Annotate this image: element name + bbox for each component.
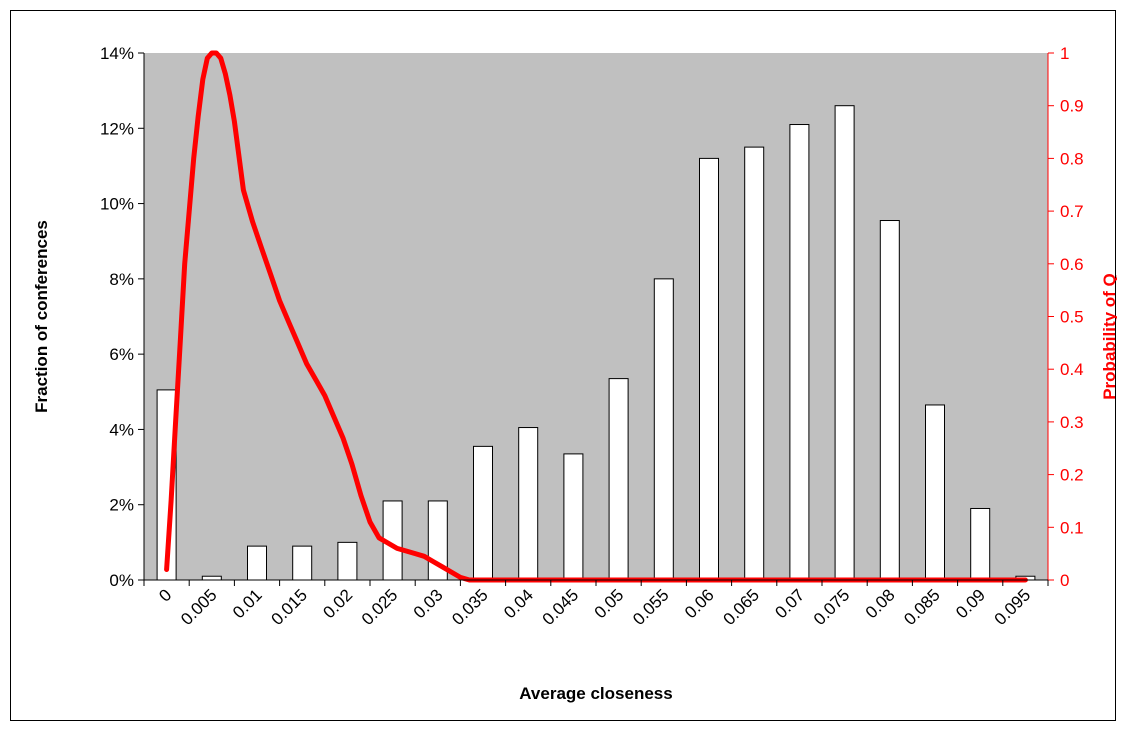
x-tick-label: 0.01 xyxy=(229,585,266,622)
right-tick-label: 0.3 xyxy=(1060,413,1084,432)
x-tick-label: 0.08 xyxy=(862,585,899,622)
x-tick-label: 0.005 xyxy=(177,585,221,629)
left-tick-label: 4% xyxy=(109,420,134,439)
bar-0.05 xyxy=(608,378,629,581)
x-ticks: 0 0.005 0.01 0.015 0.02 0.025 0.03 0.035 0.04 0.0… xyxy=(143,580,1049,629)
bar-0.005 xyxy=(201,575,222,581)
left-tick-label: 8% xyxy=(109,270,134,289)
x-tick-label: 0.06 xyxy=(681,585,718,622)
bar-0.075 xyxy=(834,105,855,581)
right-tick-label: 0.9 xyxy=(1060,97,1084,116)
left-tick-label: 12% xyxy=(100,119,134,138)
right-tick-label: 1 xyxy=(1060,44,1069,63)
right-tick-label: 0.1 xyxy=(1060,518,1084,537)
bar-0.06 xyxy=(699,157,719,581)
bar-0.02 xyxy=(337,541,358,581)
bar-0.04 xyxy=(518,427,539,581)
right-tick-label: 0.8 xyxy=(1060,149,1084,168)
x-tick-label: 0 xyxy=(155,585,175,605)
x-axis-title: Average closeness xyxy=(519,684,672,703)
x-tick-label: 0.04 xyxy=(500,585,537,622)
bar-0.015 xyxy=(292,545,313,581)
x-tick-label: 0.05 xyxy=(591,585,628,622)
left-tick-label: 2% xyxy=(109,496,134,515)
left-tick-label: 10% xyxy=(100,195,134,214)
y-axis-title: Fraction of conferences xyxy=(32,220,51,413)
right-tick-label: 0.6 xyxy=(1060,255,1084,274)
bar-0.085 xyxy=(925,404,945,581)
bar-0.09 xyxy=(970,507,991,581)
bar-0.055 xyxy=(653,278,674,581)
x-tick-label: 0.065 xyxy=(720,585,764,629)
x-tick-label: 0.035 xyxy=(448,585,492,629)
x-tick-label: 0.025 xyxy=(358,585,402,629)
bar-0.01 xyxy=(247,545,267,581)
left-ticks: 0% 2% 4% 6% 8% 10% 12% 14% xyxy=(100,44,144,590)
bar-0.07 xyxy=(789,124,810,581)
right-tick-label: 0.2 xyxy=(1060,466,1084,485)
left-tick-label: 6% xyxy=(109,345,134,364)
left-tick-label: 14% xyxy=(100,44,134,63)
x-tick-label: 0.045 xyxy=(539,585,583,629)
x-tick-label: 0.055 xyxy=(629,585,673,629)
right-ticks: 0 0.1 0.2 0.3 0.4 0.5 0.6 0.7 0.8 0.9 1 xyxy=(1048,44,1084,590)
x-tick-label: 0.03 xyxy=(410,585,447,622)
chart-frame: 0% 2% 4% 6% 8% 10% 12% 14% 0 0.1 0.2 0.3 0.4 0.5 0.6 0… xyxy=(10,10,1119,721)
x-tick-label: 0.015 xyxy=(268,585,312,629)
right-tick-label: 0.7 xyxy=(1060,202,1084,221)
chart: 0%2%4%6%8%10%12%14% 00.10.20.30.40.50.60… xyxy=(32,44,1119,703)
left-tick-label: 0% xyxy=(109,571,134,590)
bar-0.045 xyxy=(563,453,584,581)
y2-axis-title: Probability of Q xyxy=(1100,273,1117,400)
x-tick-label: 0.02 xyxy=(319,585,356,622)
bar-0.035 xyxy=(473,445,493,581)
x-tick-label: 0.07 xyxy=(771,585,808,622)
right-tick-label: 0 xyxy=(1060,571,1069,590)
plot-area xyxy=(144,53,1048,580)
bar-0.08 xyxy=(879,220,900,581)
bars-group xyxy=(156,105,1036,581)
bar-0.065 xyxy=(744,146,765,581)
right-tick-label: 0.5 xyxy=(1060,308,1084,327)
x-tick-label: 0.09 xyxy=(952,585,989,622)
right-tick-label: 0.4 xyxy=(1060,360,1084,379)
x-tick-label: 0.075 xyxy=(810,585,854,629)
x-tick-label: 0.085 xyxy=(900,585,944,629)
x-tick-label: 0.095 xyxy=(991,585,1035,629)
